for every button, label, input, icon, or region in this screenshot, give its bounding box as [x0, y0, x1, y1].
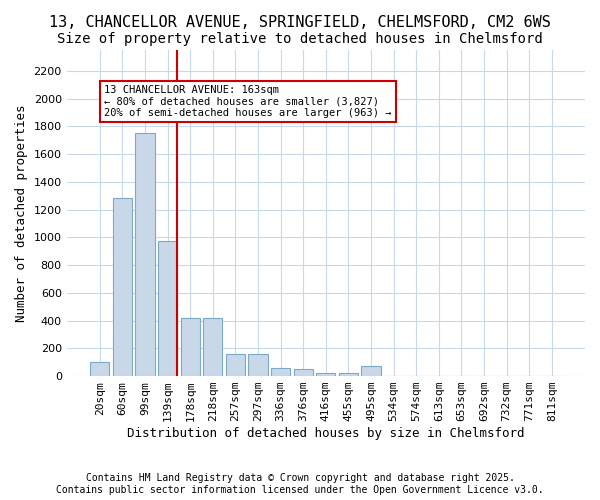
Bar: [339, 374, 358, 376]
Bar: [293, 369, 313, 376]
Bar: [181, 318, 200, 376]
Text: 13, CHANCELLOR AVENUE, SPRINGFIELD, CHELMSFORD, CM2 6WS: 13, CHANCELLOR AVENUE, SPRINGFIELD, CHEL…: [49, 15, 551, 30]
Bar: [90, 362, 109, 376]
Bar: [226, 354, 245, 376]
Bar: [113, 198, 132, 376]
X-axis label: Distribution of detached houses by size in Chelmsford: Distribution of detached houses by size …: [127, 427, 524, 440]
Y-axis label: Number of detached properties: Number of detached properties: [15, 104, 28, 322]
Text: Size of property relative to detached houses in Chelmsford: Size of property relative to detached ho…: [57, 32, 543, 46]
Bar: [158, 242, 177, 376]
Bar: [271, 368, 290, 376]
Bar: [316, 374, 335, 376]
Bar: [248, 354, 268, 376]
Bar: [136, 134, 155, 376]
Text: 13 CHANCELLOR AVENUE: 163sqm
← 80% of detached houses are smaller (3,827)
20% of: 13 CHANCELLOR AVENUE: 163sqm ← 80% of de…: [104, 84, 391, 118]
Text: Contains HM Land Registry data © Crown copyright and database right 2025.
Contai: Contains HM Land Registry data © Crown c…: [56, 474, 544, 495]
Bar: [203, 318, 223, 376]
Bar: [361, 366, 380, 376]
